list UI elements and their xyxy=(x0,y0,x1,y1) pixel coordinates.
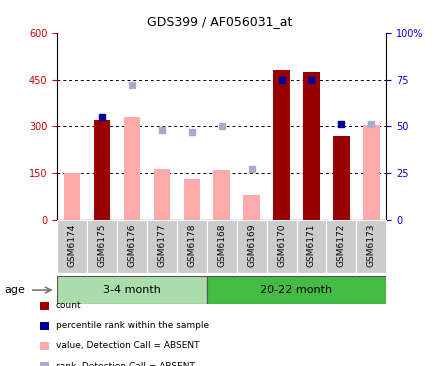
Bar xyxy=(177,220,206,273)
Text: GSM6170: GSM6170 xyxy=(276,224,286,267)
Bar xyxy=(273,70,289,220)
Bar xyxy=(64,173,80,220)
Text: GSM6177: GSM6177 xyxy=(157,224,166,267)
Text: GSM6175: GSM6175 xyxy=(97,224,106,267)
Text: GSM6178: GSM6178 xyxy=(187,224,196,267)
Text: percentile rank within the sample: percentile rank within the sample xyxy=(56,321,208,330)
Bar xyxy=(213,170,230,220)
Text: 20-22 month: 20-22 month xyxy=(260,285,332,295)
Text: GSM6173: GSM6173 xyxy=(366,224,375,267)
Text: GSM6176: GSM6176 xyxy=(127,224,136,267)
Bar xyxy=(356,220,385,273)
Bar xyxy=(153,169,170,220)
Text: GSM6168: GSM6168 xyxy=(217,224,226,267)
Bar xyxy=(206,220,236,273)
Bar xyxy=(326,220,356,273)
Text: GSM6172: GSM6172 xyxy=(336,224,345,267)
Bar xyxy=(206,276,385,304)
Text: GDS399 / AF056031_at: GDS399 / AF056031_at xyxy=(146,15,292,28)
Bar xyxy=(303,72,319,220)
Text: count: count xyxy=(56,301,81,310)
Bar xyxy=(266,220,296,273)
Bar xyxy=(147,220,177,273)
Bar xyxy=(57,276,206,304)
Bar xyxy=(57,220,87,273)
Bar xyxy=(296,220,326,273)
Text: age: age xyxy=(4,285,25,295)
Text: GSM6171: GSM6171 xyxy=(306,224,315,267)
Bar xyxy=(87,220,117,273)
Bar xyxy=(94,120,110,220)
Bar xyxy=(117,220,147,273)
Bar xyxy=(243,195,259,220)
Text: 3-4 month: 3-4 month xyxy=(103,285,160,295)
Text: GSM6174: GSM6174 xyxy=(67,224,76,267)
Text: GSM6169: GSM6169 xyxy=(247,224,255,267)
Bar xyxy=(332,136,349,220)
Bar xyxy=(183,179,200,220)
Text: rank, Detection Call = ABSENT: rank, Detection Call = ABSENT xyxy=(56,362,194,366)
Bar xyxy=(362,125,379,220)
Bar xyxy=(236,220,266,273)
Bar xyxy=(124,117,140,220)
Text: value, Detection Call = ABSENT: value, Detection Call = ABSENT xyxy=(56,341,199,350)
